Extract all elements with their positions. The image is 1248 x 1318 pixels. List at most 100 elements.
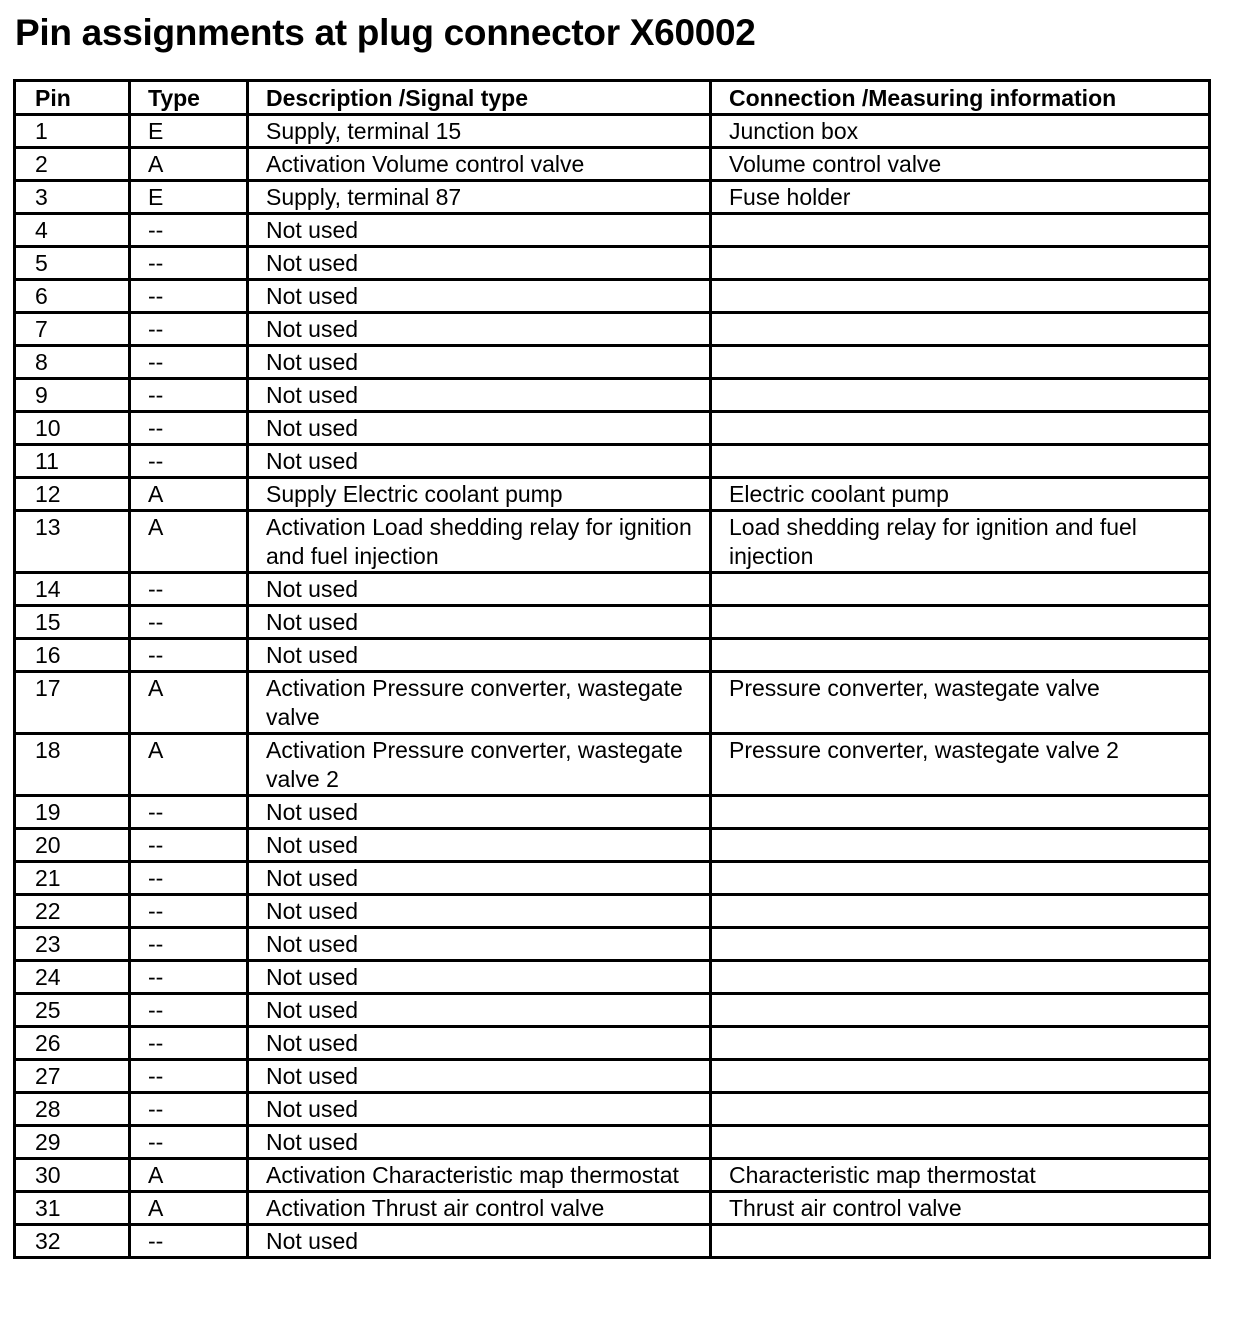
type-cell: -- bbox=[128, 992, 249, 1028]
pin-cell: 22 bbox=[13, 893, 131, 929]
connection-cell: Pressure converter, wastegate valve bbox=[709, 670, 1211, 735]
type-cell: -- bbox=[128, 637, 249, 673]
table-row: 20 -- Not used bbox=[13, 827, 1211, 863]
pin-cell: 30 bbox=[13, 1157, 131, 1193]
table-row: 14 -- Not used bbox=[13, 571, 1211, 607]
description-cell: Activation Pressure converter, wastegate… bbox=[246, 732, 712, 797]
pin-cell: 27 bbox=[13, 1058, 131, 1094]
type-cell: A bbox=[128, 476, 249, 512]
table-header-row: Pin Type Description /Signal type Connec… bbox=[13, 79, 1211, 116]
description-cell: Not used bbox=[246, 893, 712, 929]
description-cell: Not used bbox=[246, 860, 712, 896]
table-row: 29 -- Not used bbox=[13, 1124, 1211, 1160]
table-row: 10 -- Not used bbox=[13, 410, 1211, 446]
type-cell: -- bbox=[128, 377, 249, 413]
description-cell: Not used bbox=[246, 212, 712, 248]
table-row: 2 A Activation Volume control valve Volume … bbox=[13, 146, 1211, 182]
connection-cell bbox=[709, 794, 1211, 830]
connection-cell bbox=[709, 344, 1211, 380]
connection-cell bbox=[709, 959, 1211, 995]
description-cell: Not used bbox=[246, 344, 712, 380]
header-type: Type bbox=[128, 79, 249, 116]
type-cell: -- bbox=[128, 344, 249, 380]
connection-cell bbox=[709, 1223, 1211, 1259]
table-row: 18 A Activation Pressure converter, wasteg… bbox=[13, 732, 1211, 797]
description-cell: Not used bbox=[246, 278, 712, 314]
header-pin: Pin bbox=[13, 79, 131, 116]
description-cell: Activation Pressure converter, wastegate… bbox=[246, 670, 712, 735]
connection-cell bbox=[709, 926, 1211, 962]
description-cell: Not used bbox=[246, 1058, 712, 1094]
pin-assignment-table: Pin Type Description /Signal type Connec… bbox=[13, 79, 1211, 1259]
pin-cell: 23 bbox=[13, 926, 131, 962]
connection-cell bbox=[709, 571, 1211, 607]
table-row: 6 -- Not used bbox=[13, 278, 1211, 314]
description-cell: Supply Electric coolant pump bbox=[246, 476, 712, 512]
connection-cell bbox=[709, 245, 1211, 281]
pin-cell: 19 bbox=[13, 794, 131, 830]
pin-cell: 15 bbox=[13, 604, 131, 640]
type-cell: -- bbox=[128, 959, 249, 995]
description-cell: Not used bbox=[246, 1025, 712, 1061]
pin-cell: 17 bbox=[13, 670, 131, 735]
type-cell: E bbox=[128, 179, 249, 215]
type-cell: -- bbox=[128, 571, 249, 607]
pin-cell: 13 bbox=[13, 509, 131, 574]
pin-cell: 20 bbox=[13, 827, 131, 863]
connection-cell bbox=[709, 637, 1211, 673]
description-cell: Not used bbox=[246, 992, 712, 1028]
type-cell: -- bbox=[128, 1025, 249, 1061]
pin-cell: 29 bbox=[13, 1124, 131, 1160]
type-cell: -- bbox=[128, 311, 249, 347]
description-cell: Not used bbox=[246, 1091, 712, 1127]
connection-cell bbox=[709, 992, 1211, 1028]
connection-cell bbox=[709, 1091, 1211, 1127]
table-row: 5 -- Not used bbox=[13, 245, 1211, 281]
pin-cell: 12 bbox=[13, 476, 131, 512]
description-cell: Supply, terminal 87 bbox=[246, 179, 712, 215]
description-cell: Not used bbox=[246, 245, 712, 281]
description-cell: Not used bbox=[246, 443, 712, 479]
pin-cell: 10 bbox=[13, 410, 131, 446]
description-cell: Activation Volume control valve bbox=[246, 146, 712, 182]
pin-cell: 11 bbox=[13, 443, 131, 479]
type-cell: -- bbox=[128, 1091, 249, 1127]
description-cell: Activation Thrust air control valve bbox=[246, 1190, 712, 1226]
description-cell: Not used bbox=[246, 637, 712, 673]
table-row: 24 -- Not used bbox=[13, 959, 1211, 995]
table-row: 19 -- Not used bbox=[13, 794, 1211, 830]
type-cell: E bbox=[128, 113, 249, 149]
connection-cell: Characteristic map thermostat bbox=[709, 1157, 1211, 1193]
connection-cell bbox=[709, 1058, 1211, 1094]
type-cell: A bbox=[128, 146, 249, 182]
pin-cell: 16 bbox=[13, 637, 131, 673]
pin-cell: 14 bbox=[13, 571, 131, 607]
description-cell: Not used bbox=[246, 1124, 712, 1160]
table-row: 1 E Supply, terminal 15 Junction box bbox=[13, 113, 1211, 149]
description-cell: Activation Characteristic map thermostat bbox=[246, 1157, 712, 1193]
table-row: 13 A Activation Load shedding relay for ig… bbox=[13, 509, 1211, 574]
type-cell: A bbox=[128, 509, 249, 574]
table-row: 30 A Activation Characteristic map thermos… bbox=[13, 1157, 1211, 1193]
table-row: 31 A Activation Thrust air control valve Th… bbox=[13, 1190, 1211, 1226]
table-row: 17 A Activation Pressure converter, wasteg… bbox=[13, 670, 1211, 735]
type-cell: -- bbox=[128, 926, 249, 962]
description-cell: Not used bbox=[246, 410, 712, 446]
type-cell: -- bbox=[128, 1124, 249, 1160]
description-cell: Not used bbox=[246, 311, 712, 347]
connection-cell bbox=[709, 604, 1211, 640]
table-row: 26 -- Not used bbox=[13, 1025, 1211, 1061]
connection-cell bbox=[709, 1025, 1211, 1061]
table-row: 7 -- Not used bbox=[13, 311, 1211, 347]
type-cell: A bbox=[128, 1190, 249, 1226]
connection-cell bbox=[709, 893, 1211, 929]
type-cell: -- bbox=[128, 860, 249, 896]
connection-cell: Junction box bbox=[709, 113, 1211, 149]
type-cell: -- bbox=[128, 212, 249, 248]
description-cell: Not used bbox=[246, 794, 712, 830]
connection-cell: Pressure converter, wastegate valve 2 bbox=[709, 732, 1211, 797]
type-cell: -- bbox=[128, 278, 249, 314]
connection-cell: Fuse holder bbox=[709, 179, 1211, 215]
description-cell: Not used bbox=[246, 377, 712, 413]
table-row: 9 -- Not used bbox=[13, 377, 1211, 413]
